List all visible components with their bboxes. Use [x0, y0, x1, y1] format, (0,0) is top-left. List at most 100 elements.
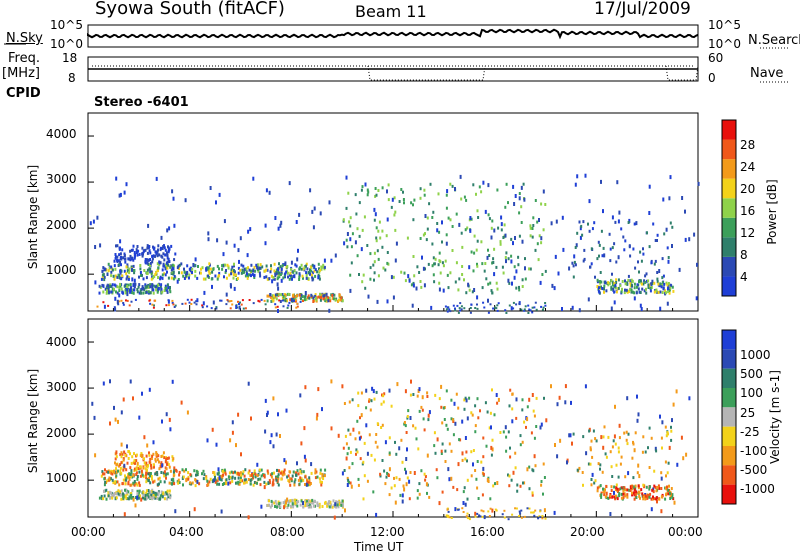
- scatter-cell: [441, 220, 443, 225]
- scatter-cell: [156, 250, 159, 254]
- scatter-cell: [115, 455, 118, 459]
- scatter-cell: [254, 269, 257, 273]
- scatter-cell: [304, 385, 307, 390]
- scatter-cell: [132, 264, 135, 268]
- scatter-cell: [625, 438, 628, 442]
- scatter-cell: [115, 496, 118, 500]
- scatter-cell: [482, 301, 485, 304]
- scatter-cell: [132, 496, 135, 499]
- power-colorbar-segment: [722, 276, 736, 296]
- scatter-cell: [225, 269, 227, 272]
- scatter-cell: [296, 461, 298, 466]
- scatter-cell: [542, 228, 545, 232]
- scatter-cell: [289, 477, 292, 481]
- scatter-cell: [257, 269, 260, 273]
- scatter-cell: [284, 261, 287, 266]
- scatter-cell: [153, 304, 155, 307]
- scatter-cell: [595, 439, 598, 443]
- scatter-cell: [190, 303, 193, 305]
- scatter-cell: [659, 290, 662, 294]
- velocity-colorbar-segment: [722, 388, 736, 408]
- scatter-cell: [669, 494, 672, 498]
- scatter-cell: [469, 228, 472, 233]
- scatter-cell: [611, 215, 614, 220]
- scatter-cell: [613, 490, 615, 495]
- scatter-cell: [126, 292, 129, 297]
- scatter-cell: [499, 242, 502, 246]
- scatter-cell: [118, 276, 121, 280]
- scatter-cell: [163, 474, 166, 478]
- scatter-cell: [118, 300, 121, 303]
- scatter-cell: [138, 465, 141, 469]
- scatter-cell: [599, 281, 602, 285]
- scatter-cell: [540, 305, 543, 308]
- scatter-cell: [316, 412, 319, 417]
- scatter-cell: [412, 393, 415, 396]
- scatter-cell: [125, 277, 128, 281]
- scatter-cell: [153, 284, 156, 288]
- scatter-cell: [240, 303, 243, 306]
- scatter-cell: [642, 247, 644, 251]
- scatter-cell: [380, 426, 383, 429]
- scatter-cell: [304, 291, 307, 295]
- scatter-cell: [539, 280, 542, 285]
- scatter-cell: [163, 272, 166, 276]
- scatter-cell: [671, 285, 674, 289]
- scatter-cell: [481, 515, 484, 518]
- scatter-cell: [528, 487, 531, 491]
- scatter-cell: [204, 277, 207, 281]
- scatter-cell: [146, 268, 149, 272]
- scatter-cell: [495, 393, 498, 397]
- freq-label: Freq.: [8, 51, 40, 66]
- scatter-cell: [311, 271, 314, 275]
- scatter-cell: [252, 483, 255, 487]
- scatter-cell: [640, 259, 643, 263]
- scatter-cell: [628, 488, 631, 492]
- scatter-cell: [305, 276, 308, 280]
- scatter-cell: [202, 301, 205, 306]
- scatter-cell: [242, 307, 245, 310]
- date-title: 17/Jul/2009: [594, 0, 691, 19]
- scatter-cell: [119, 271, 122, 275]
- scatter-cell: [486, 478, 489, 482]
- scatter-cell: [307, 505, 310, 509]
- scatter-cell: [350, 261, 353, 265]
- scatter-cell: [416, 496, 419, 500]
- scatter-cell: [406, 236, 409, 240]
- scatter-cell: [155, 451, 158, 455]
- scatter-cell: [99, 285, 102, 289]
- scatter-cell: [637, 412, 640, 417]
- scatter-cell: [172, 272, 175, 276]
- scatter-cell: [297, 478, 300, 482]
- scatter-cell: [329, 299, 332, 303]
- scatter-cell: [187, 475, 190, 479]
- scatter-cell: [445, 423, 448, 427]
- scatter-cell: [276, 271, 279, 275]
- scatter-cell: [589, 448, 592, 452]
- scatter-cell: [240, 452, 242, 457]
- scatter-cell: [603, 425, 606, 429]
- scatter-cell: [139, 289, 142, 293]
- scatter-cell: [238, 259, 240, 264]
- scatter-cell: [496, 188, 499, 192]
- scatter-cell: [124, 291, 127, 295]
- scatter-cell: [615, 463, 618, 467]
- scatter-cell: [188, 276, 190, 280]
- scatter-cell: [119, 260, 122, 264]
- scatter-cell: [658, 269, 661, 273]
- scatter-cell: [598, 243, 601, 247]
- scatter-cell: [165, 263, 167, 267]
- scatter-cell: [373, 260, 376, 264]
- scatter-cell: [273, 501, 276, 505]
- scatter-cell: [172, 474, 175, 478]
- scatter-cell: [621, 280, 624, 283]
- scatter-cell: [617, 278, 620, 282]
- scatter-cell: [602, 487, 605, 491]
- scatter-cell: [162, 471, 165, 475]
- scatter-cell: [424, 267, 426, 271]
- scatter-cell: [572, 275, 575, 279]
- scatter-cell: [276, 293, 279, 297]
- scatter-cell: [471, 290, 474, 294]
- scatter-cell: [492, 307, 495, 310]
- scatter-cell: [107, 262, 110, 266]
